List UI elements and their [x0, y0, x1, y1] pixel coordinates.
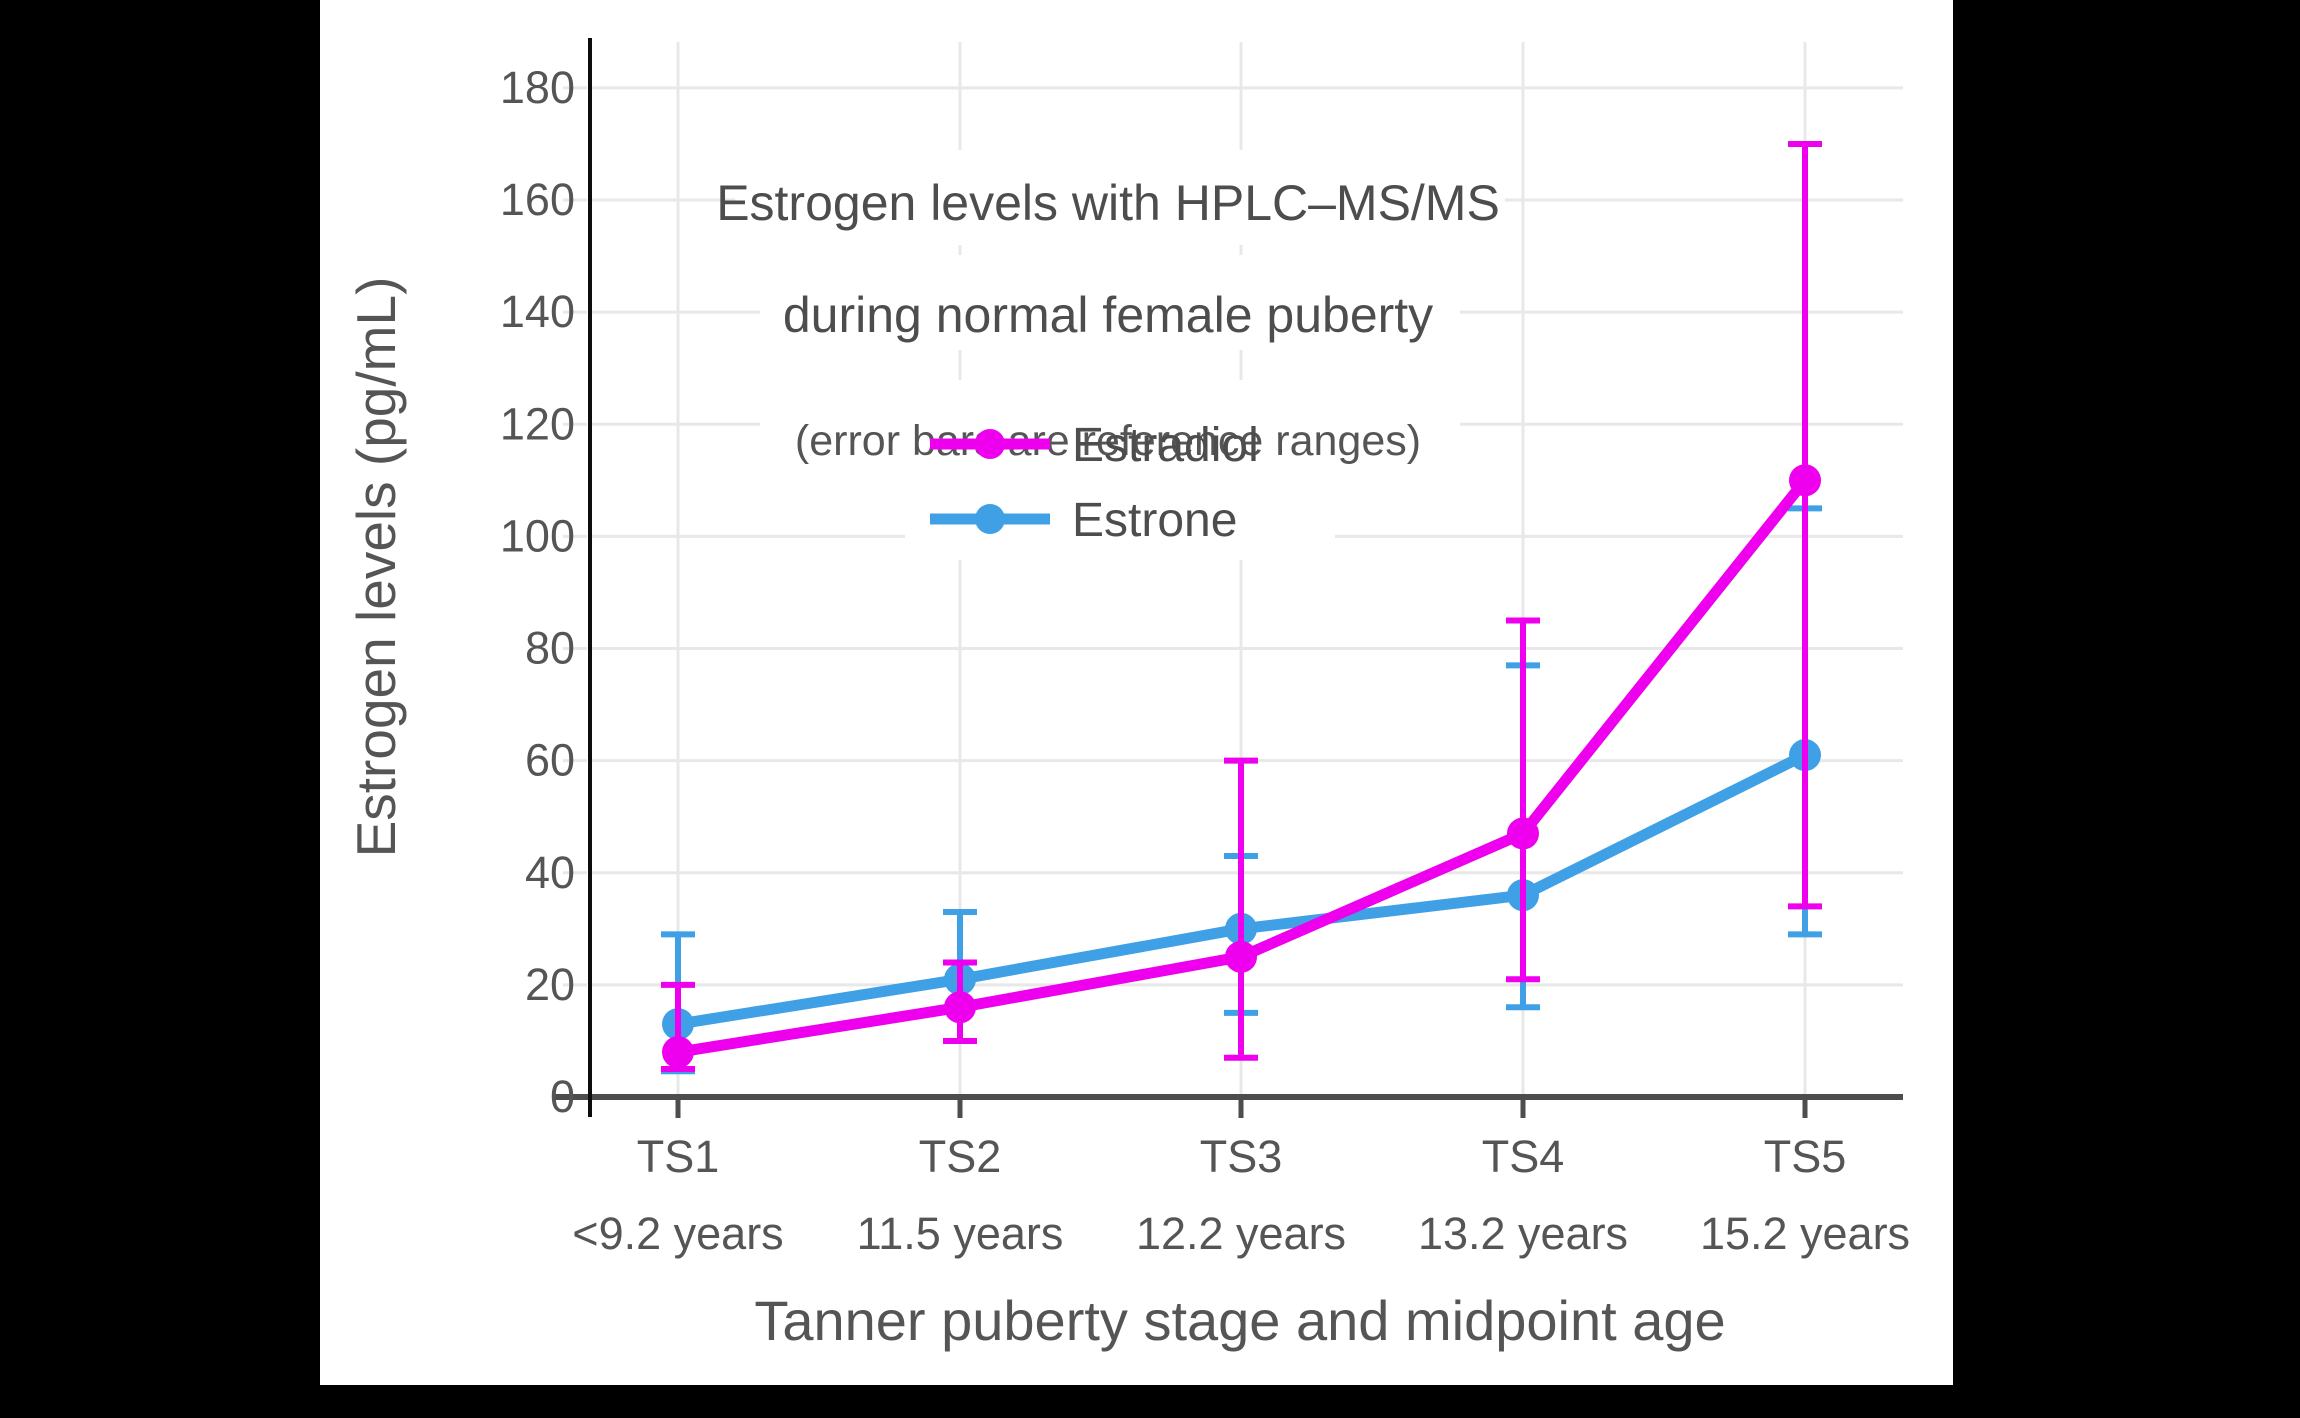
title-backdrop-2 [760, 255, 1460, 350]
chart-title-line1: Estrogen levels with HPLC–MS/MS [716, 175, 1500, 231]
estradiol-point-TS2 [944, 991, 976, 1024]
legend: Estradiol Estrone [930, 419, 1259, 547]
chart-svg: 0 20 40 60 80 100 120 140 160 180 TS1 <9.2 years TS2… [345, 38, 1910, 1352]
legend-label-estradiol: Estradiol [1072, 419, 1259, 472]
y-tick-label-160: 160 [500, 174, 575, 225]
x-tick-label-TS2: TS2 [919, 1131, 1002, 1182]
x-tick-label-TS4: TS4 [1482, 1131, 1565, 1182]
legend-backdrop [905, 398, 1335, 560]
legend-label-estrone: Estrone [1072, 494, 1237, 547]
x-axis-title: Tanner puberty stage and midpoint age [754, 1289, 1725, 1352]
age-label-TS3: 12.2 years [1136, 1208, 1346, 1259]
legend-swatch-dot-estrone [975, 504, 1005, 534]
age-label-TS5: 15.2 years [1700, 1208, 1910, 1259]
y-tick-label-20: 20 [525, 959, 575, 1010]
age-label-TS2: 11.5 years [857, 1208, 1064, 1259]
estradiol-error-bar-TS5 [1788, 140, 1822, 910]
y-tick-label-180: 180 [500, 62, 575, 113]
y-tick-label-60: 60 [525, 735, 575, 786]
y-axis-title: Estrogen levels (pg/mL) [345, 277, 407, 858]
legend-item-estradiol: Estradiol [930, 419, 1259, 472]
series-estradiol [661, 140, 1822, 1072]
x-tick-label-TS1: TS1 [637, 1131, 720, 1182]
estradiol-error-bar-TS3 [1224, 757, 1258, 1061]
x-tick-label-TS3: TS3 [1200, 1131, 1283, 1182]
chart-card: 0 20 40 60 80 100 120 140 160 180 TS1 <9.2 years TS2… [320, 0, 1953, 1385]
y-tick-label-80: 80 [525, 623, 575, 674]
estradiol-point-TS1 [662, 1036, 694, 1069]
age-label-TS4: 13.2 years [1418, 1208, 1628, 1259]
y-tick-label-40: 40 [525, 847, 575, 898]
x-tick-label-TS5: TS5 [1764, 1131, 1847, 1182]
estradiol-point-TS4 [1507, 817, 1539, 850]
legend-swatch-dot-estradiol [975, 429, 1005, 459]
age-label-TS1: <9.2 years [572, 1208, 783, 1259]
estradiol-point-TS3 [1225, 940, 1257, 973]
y-tick-label-0: 0 [550, 1071, 575, 1122]
estradiol-error-bar-TS4 [1506, 617, 1540, 983]
estradiol-point-TS5 [1789, 464, 1821, 497]
title-backdrop-1 [735, 150, 1505, 245]
chart-subtitle: (error bars are reference ranges) [795, 417, 1421, 465]
chart-title-line2: during normal female puberty [783, 287, 1433, 343]
y-tick-label-120: 120 [500, 398, 575, 449]
legend-item-estrone: Estrone [930, 494, 1237, 547]
y-tick-label-100: 100 [500, 510, 575, 561]
y-tick-label-140: 140 [500, 286, 575, 337]
